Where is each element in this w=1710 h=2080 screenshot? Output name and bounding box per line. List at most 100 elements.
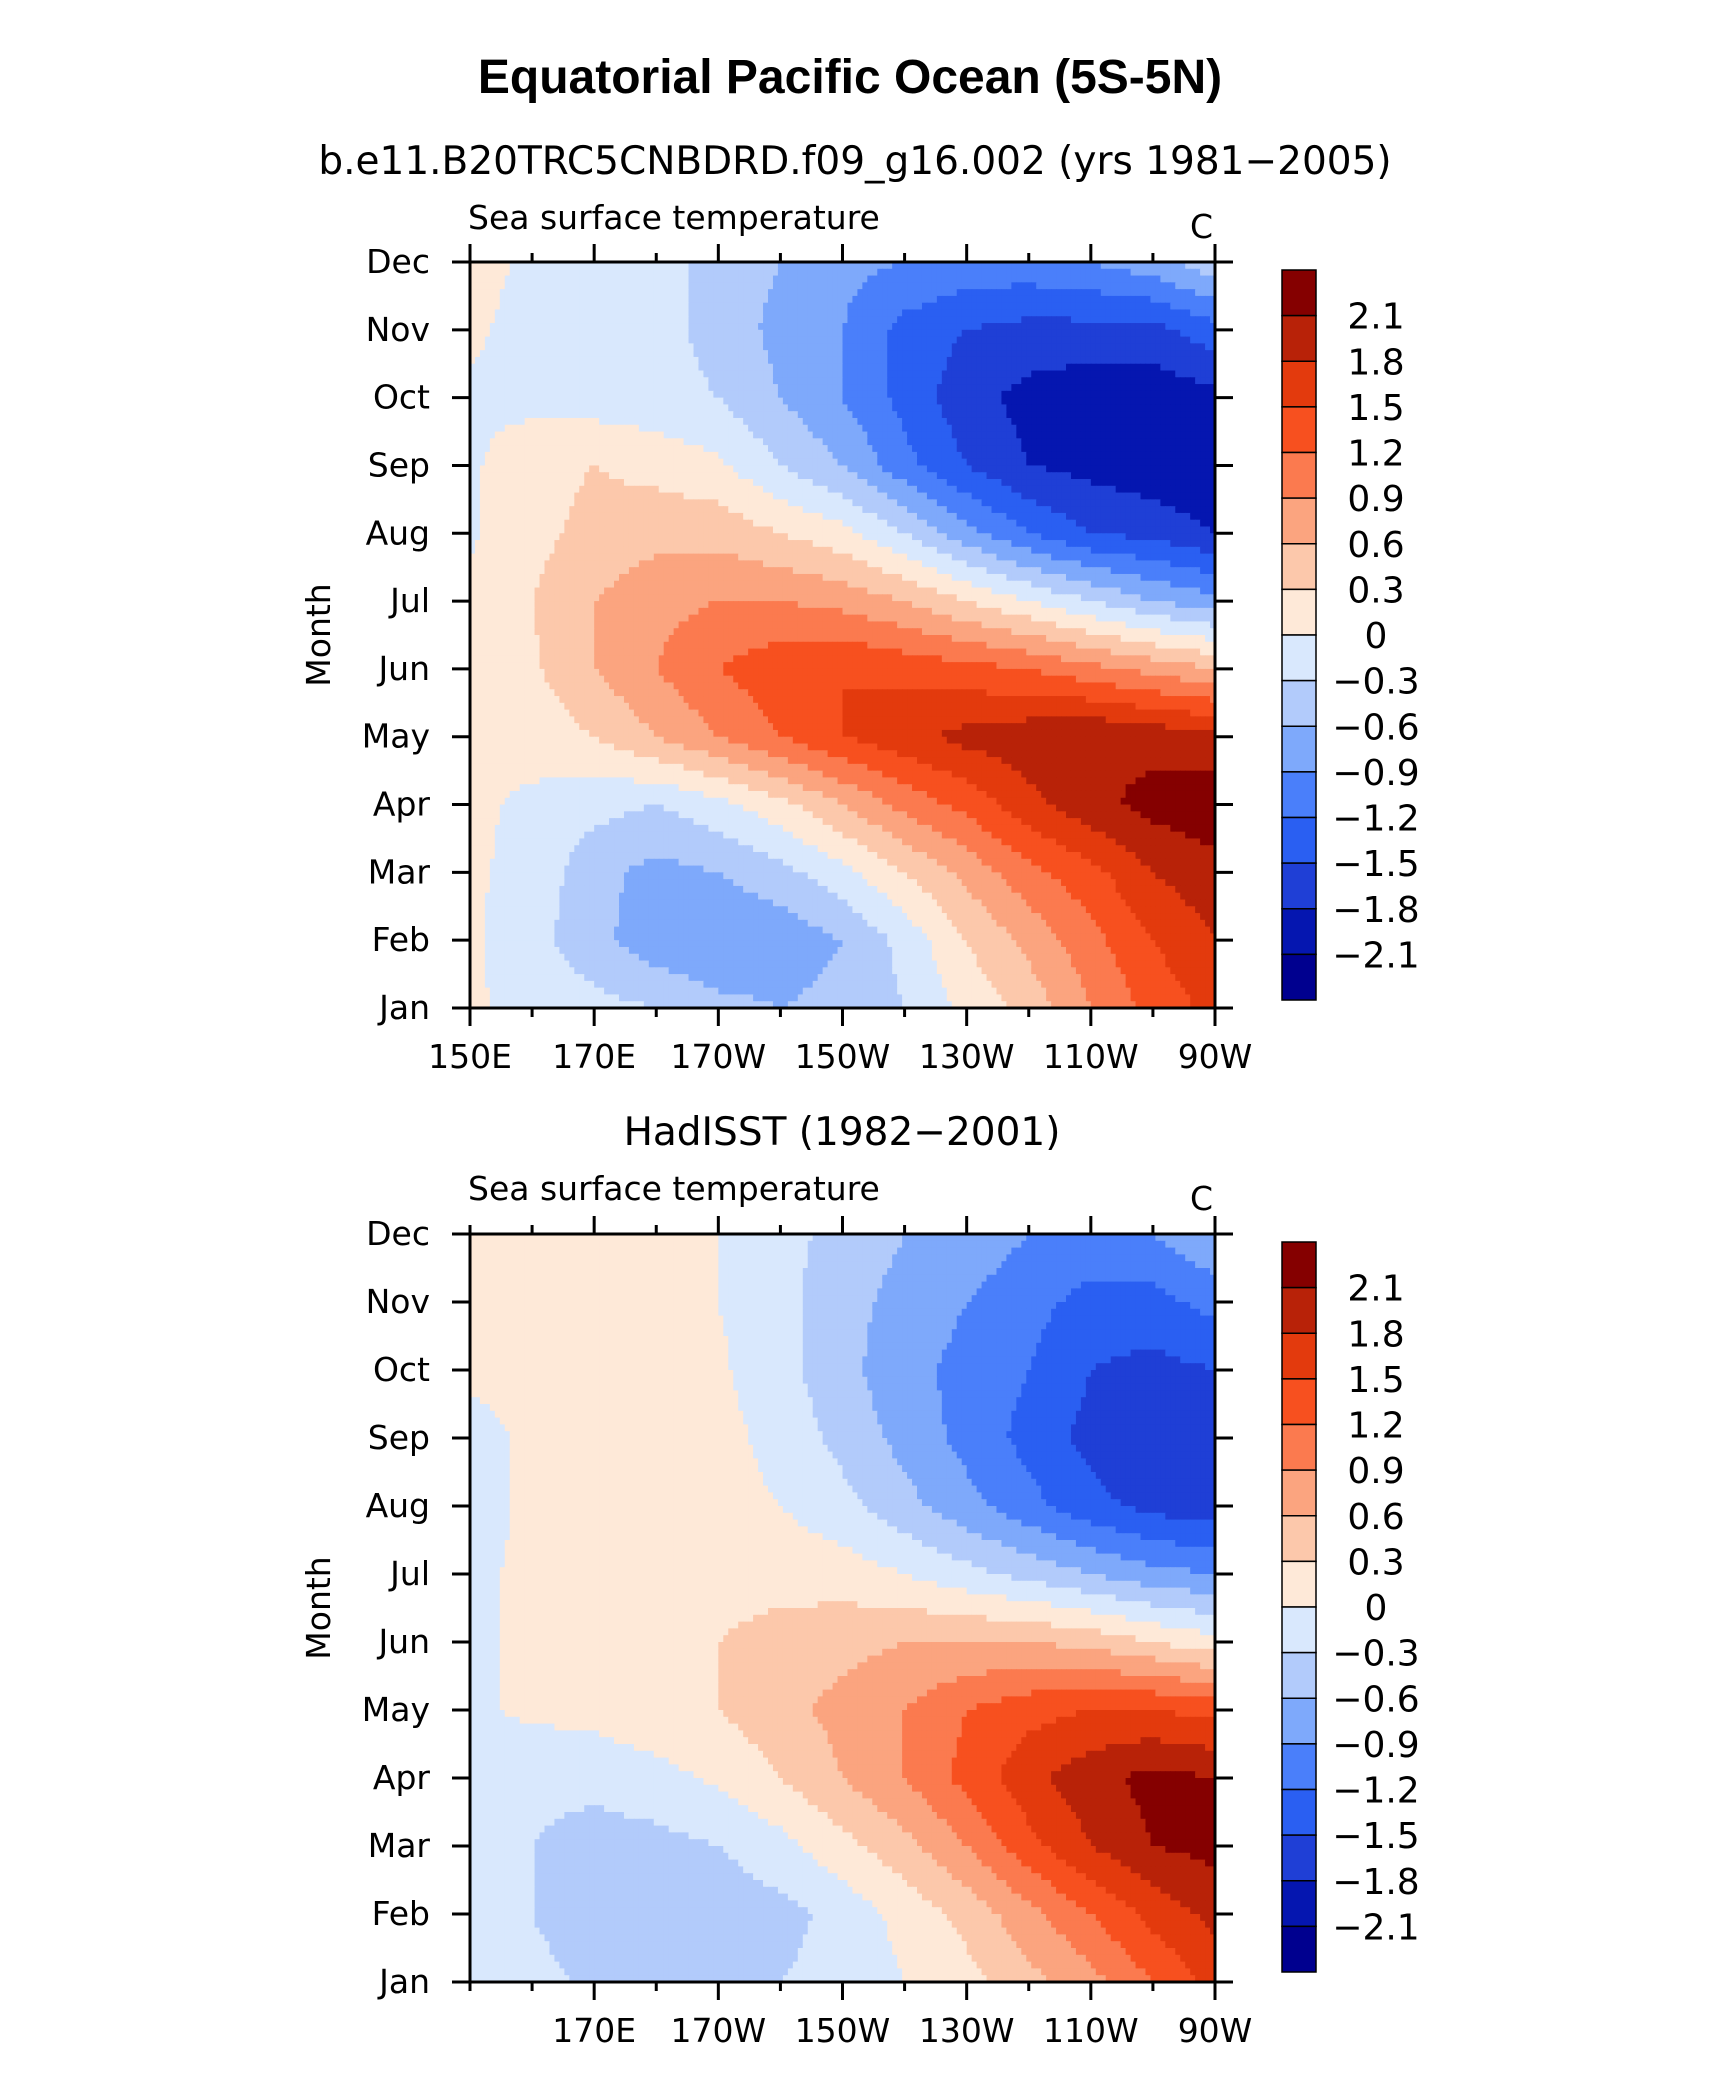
contour-cell xyxy=(1180,411,1186,419)
contour-cell xyxy=(718,377,724,385)
contour-cell xyxy=(1160,431,1166,439)
contour-cell xyxy=(862,262,868,270)
contour-cell xyxy=(951,282,958,290)
contour-cell xyxy=(1160,411,1166,419)
contour-cell xyxy=(1046,262,1052,270)
contour-cell xyxy=(763,350,769,358)
contour-cell xyxy=(1100,458,1107,467)
contour-cell xyxy=(748,329,754,338)
contour-cell xyxy=(1180,262,1186,270)
contour-cell xyxy=(936,472,943,480)
contour-cell xyxy=(956,336,963,344)
contour-cell xyxy=(509,424,516,433)
contour-cell xyxy=(787,302,794,311)
contour-cell xyxy=(1120,417,1127,426)
contour-cell xyxy=(599,363,605,372)
contour-cell xyxy=(1011,472,1017,480)
contour-cell xyxy=(688,282,695,290)
contour-cell xyxy=(1125,323,1132,331)
contour-cell xyxy=(470,411,476,419)
contour-cell xyxy=(966,356,973,365)
contour-cell xyxy=(951,289,958,297)
contour-cell xyxy=(554,289,560,297)
contour-cell xyxy=(574,356,580,365)
contour-cell xyxy=(554,363,560,372)
contour-cell xyxy=(1066,465,1072,473)
contour-cell xyxy=(584,472,590,480)
contour-cell xyxy=(559,275,565,283)
contour-cell xyxy=(981,350,988,358)
contour-cell xyxy=(524,390,531,399)
contour-cell xyxy=(1036,397,1042,406)
contour-cell xyxy=(539,268,546,277)
contour-cell xyxy=(633,472,640,480)
contour-cell xyxy=(743,363,749,372)
contour-cell xyxy=(1140,465,1147,473)
contour-cell xyxy=(1061,323,1067,331)
contour-cell xyxy=(986,411,993,419)
contour-cell xyxy=(897,268,903,277)
contour-cell xyxy=(708,275,714,283)
contour-cell xyxy=(902,424,908,433)
contour-cell xyxy=(1155,451,1161,460)
contour-cell xyxy=(802,390,809,399)
contour-cell xyxy=(1125,363,1132,372)
contour-cell xyxy=(1080,472,1087,480)
contour-cell xyxy=(926,295,933,304)
contour-cell xyxy=(1051,411,1057,419)
contour-cell xyxy=(931,390,938,399)
contour-cell xyxy=(519,370,526,378)
contour-cell xyxy=(1190,370,1196,378)
contour-cell xyxy=(1160,438,1166,446)
contour-cell xyxy=(1026,329,1032,338)
contour-cell xyxy=(633,445,640,453)
contour-cell xyxy=(623,329,630,338)
contour-cell xyxy=(564,295,570,304)
contour-cell xyxy=(738,295,744,304)
contour-cell xyxy=(777,343,784,351)
contour-cell xyxy=(499,390,506,399)
contour-cell xyxy=(782,465,789,473)
contour-cell xyxy=(1120,465,1127,473)
contour-cell xyxy=(594,472,600,480)
contour-cell xyxy=(1006,370,1012,378)
contour-cell xyxy=(1145,302,1152,311)
contour-cell xyxy=(1070,356,1077,365)
contour-cell xyxy=(633,282,640,290)
contour-cell xyxy=(832,384,839,392)
contour-cell xyxy=(648,356,655,365)
contour-cell xyxy=(912,431,918,439)
contour-cell xyxy=(1066,370,1072,378)
contour-cell xyxy=(633,262,640,270)
contour-cell xyxy=(604,465,610,473)
contour-cell xyxy=(678,411,685,419)
contour-cell xyxy=(519,384,526,392)
contour-cell xyxy=(1195,472,1201,480)
contour-cell xyxy=(648,451,655,460)
contour-cell xyxy=(470,309,476,317)
contour-cell xyxy=(1180,323,1186,331)
contour-cell xyxy=(877,438,883,446)
contour-cell xyxy=(504,465,511,473)
contour-cell xyxy=(470,289,476,297)
contour-cell xyxy=(554,295,560,304)
contour-cell xyxy=(758,295,764,304)
contour-cell xyxy=(1205,282,1211,290)
contour-cell xyxy=(852,282,858,290)
contour-cell xyxy=(897,323,903,331)
contour-cell xyxy=(936,262,943,270)
contour-cell xyxy=(802,458,809,467)
contour-cell xyxy=(534,431,541,439)
contour-cell xyxy=(1090,458,1097,467)
contour-field xyxy=(470,262,1216,1009)
contour-cell xyxy=(936,343,943,351)
contour-cell xyxy=(1210,316,1216,324)
contour-cell xyxy=(817,417,824,426)
contour-cell xyxy=(1051,438,1057,446)
contour-cell xyxy=(638,424,645,433)
contour-cell xyxy=(609,458,615,467)
contour-cell xyxy=(1195,431,1201,439)
contour-cell xyxy=(946,458,953,467)
contour-cell xyxy=(564,451,570,460)
contour-cell xyxy=(748,363,754,372)
